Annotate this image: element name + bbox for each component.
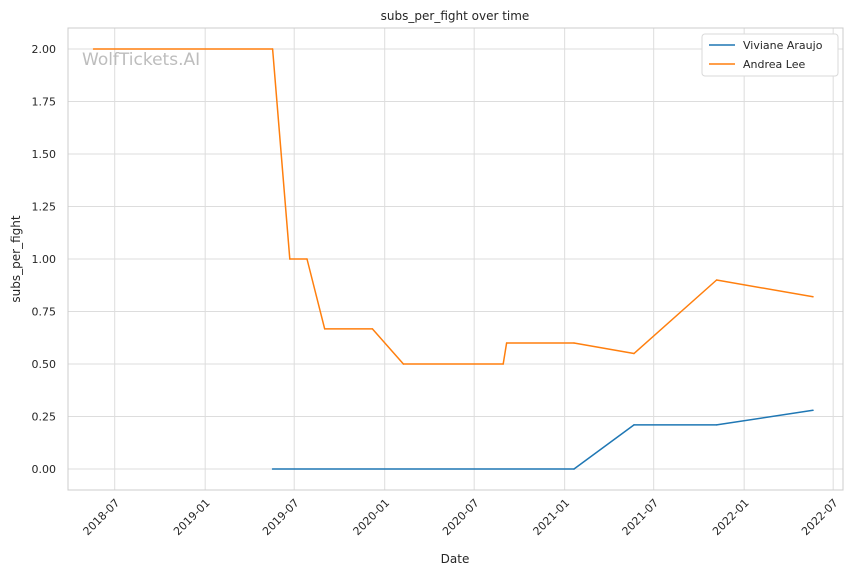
y-tick-label: 0.75 [32, 306, 57, 319]
y-tick-label: 0.00 [32, 463, 57, 476]
data-point-andrea-lee [371, 328, 374, 330]
data-point-andrea-lee [289, 258, 291, 260]
x-axis-label: Date [441, 552, 470, 566]
legend: Viviane Araujo Andrea Lee [701, 33, 839, 77]
data-point-viviane-araujo [715, 424, 718, 426]
data-point-andrea-lee [92, 48, 95, 50]
data-point-andrea-lee [323, 328, 326, 330]
data-point-andrea-lee [633, 352, 635, 355]
y-tick-label: 1.25 [32, 201, 57, 214]
data-point-viviane-araujo [633, 424, 635, 426]
legend-box [701, 33, 839, 77]
plot-frame [67, 27, 844, 491]
y-axis-ticks: 0.00 0.25 0.50 0.75 1.00 1.25 1.50 1.75 2.00 [32, 43, 57, 476]
y-tick-label: 1.75 [32, 96, 57, 109]
data-point-andrea-lee [402, 363, 405, 365]
data-point-andrea-lee [271, 48, 274, 50]
watermark: WolfTickets.AI [82, 50, 200, 70]
y-tick-label: 2.00 [32, 43, 57, 56]
y-tick-label: 1.00 [32, 253, 57, 266]
series-layer [92, 48, 814, 470]
y-axis-label: subs_per_fight [9, 215, 23, 302]
y-tick-label: 1.50 [32, 148, 57, 161]
data-point-andrea-lee [502, 363, 504, 365]
data-point-andrea-lee [573, 342, 575, 344]
y-tick-label: 0.50 [32, 358, 57, 371]
data-point-andrea-lee [715, 279, 718, 281]
data-point-viviane-araujo [812, 409, 814, 411]
legend-label-andrea-lee: Andrea Lee [743, 58, 805, 71]
y-tick-label: 0.25 [32, 411, 57, 424]
chart-title: subs_per_fight over time [381, 9, 530, 23]
data-point-andrea-lee [505, 342, 508, 344]
data-point-viviane-araujo [573, 468, 575, 470]
legend-label-viviane-araujo: Viviane Araujo [743, 39, 823, 52]
data-point-andrea-lee [306, 258, 308, 260]
data-point-andrea-lee [812, 296, 814, 298]
data-point-viviane-araujo [271, 468, 274, 470]
